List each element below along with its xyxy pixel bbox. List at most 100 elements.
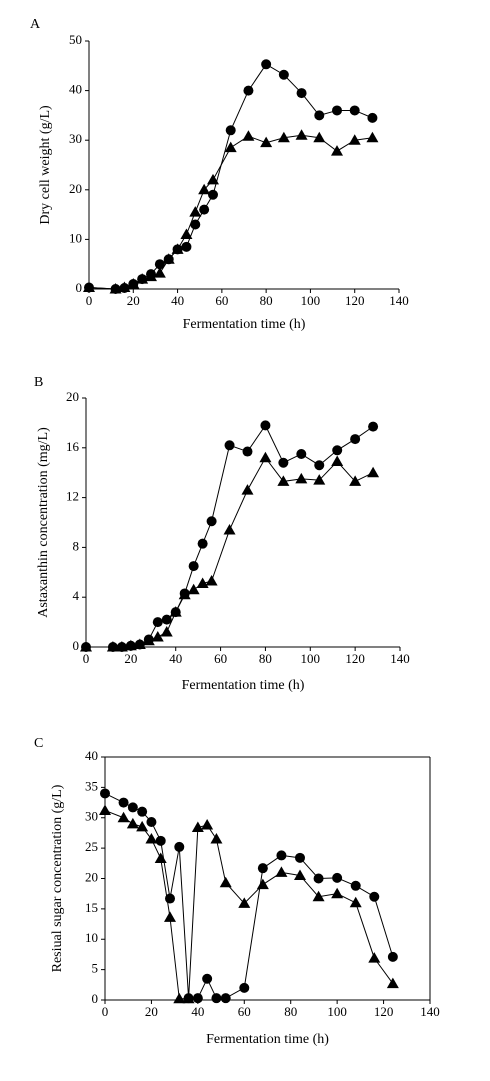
point: [313, 474, 326, 485]
y-tick-label: 5: [92, 961, 99, 976]
x-tick-label: 60: [214, 651, 227, 666]
point: [182, 992, 195, 1004]
point: [223, 523, 236, 535]
x-tick-label: 140: [420, 1004, 440, 1019]
series-line: [104, 809, 394, 1000]
point: [219, 876, 232, 888]
point: [187, 583, 200, 595]
series-line: [104, 793, 394, 999]
x-tick-label: 120: [345, 651, 365, 666]
point: [367, 466, 380, 478]
point: [142, 634, 155, 646]
point: [368, 421, 379, 432]
point: [295, 472, 308, 484]
point: [188, 561, 199, 572]
point: [387, 951, 398, 962]
y-tick-label: 50: [69, 32, 82, 47]
x-tick-label: 0: [102, 1004, 109, 1019]
point: [369, 891, 380, 902]
point: [197, 538, 208, 549]
y-tick-label: 35: [85, 778, 98, 793]
point: [313, 131, 326, 143]
point: [205, 575, 218, 586]
x-tick-label: 120: [345, 293, 365, 308]
point: [155, 835, 166, 846]
point: [190, 219, 201, 230]
point: [160, 626, 173, 637]
x-tick-label: 40: [191, 1004, 204, 1019]
point: [278, 69, 289, 80]
point: [169, 606, 182, 617]
point: [275, 866, 288, 877]
point: [171, 243, 184, 254]
point: [313, 873, 324, 884]
point: [349, 475, 362, 486]
point: [180, 228, 193, 239]
point: [208, 189, 218, 200]
point: [189, 206, 202, 217]
x-tick-label: 140: [389, 293, 409, 308]
point: [241, 484, 254, 495]
y-tick-label: 0: [92, 991, 99, 1006]
x-tick-label: 40: [169, 651, 182, 666]
point: [294, 869, 306, 880]
point: [191, 821, 204, 832]
y-tick-label: 0: [76, 280, 83, 295]
point: [331, 887, 344, 899]
y-tick-label: 8: [73, 538, 80, 553]
y-tick-label: 16: [66, 439, 80, 454]
point: [174, 841, 185, 852]
point: [136, 820, 149, 832]
series-line: [86, 456, 374, 648]
y-tick-label: 40: [85, 748, 98, 763]
point: [256, 878, 269, 890]
point: [201, 819, 214, 830]
point: [154, 852, 167, 863]
x-tick-label: 40: [171, 293, 184, 308]
point: [277, 475, 290, 486]
point: [154, 259, 165, 270]
point: [127, 802, 138, 813]
point: [211, 993, 222, 1004]
point: [210, 833, 223, 844]
point: [137, 806, 148, 817]
y-tick-label: 20: [66, 389, 79, 404]
point: [348, 134, 361, 145]
x-tick-label: 20: [127, 293, 140, 308]
y-tick-label: 12: [66, 489, 79, 504]
point: [242, 130, 255, 141]
y-tick-label: 25: [85, 839, 98, 854]
x-tick-label: 0: [86, 293, 93, 308]
x-tick-label: 80: [284, 1004, 297, 1019]
y-tick-label: 30: [85, 809, 98, 824]
point: [199, 204, 210, 215]
point: [202, 973, 213, 984]
point: [192, 993, 203, 1004]
y-tick-label: 20: [85, 869, 98, 884]
point: [259, 451, 272, 463]
point: [109, 283, 122, 294]
point: [100, 788, 110, 799]
x-tick-label: 120: [374, 1004, 394, 1019]
point: [278, 457, 289, 468]
x-tick-label: 80: [260, 293, 273, 308]
point: [80, 641, 92, 652]
point: [118, 797, 129, 808]
y-tick-label: 15: [85, 900, 98, 915]
x-tick-label: 0: [83, 651, 90, 666]
point: [115, 641, 128, 652]
x-tick-label: 80: [259, 651, 272, 666]
point: [162, 253, 175, 264]
point: [295, 129, 308, 140]
panel-label: B: [34, 375, 43, 390]
point: [296, 449, 307, 460]
point: [332, 872, 343, 883]
point: [207, 173, 219, 185]
point: [173, 992, 186, 1004]
x-axis-title: Fermentation time (h): [183, 317, 306, 332]
y-tick-label: 30: [69, 131, 82, 146]
point: [198, 183, 211, 195]
point: [332, 105, 342, 116]
point: [239, 982, 250, 993]
